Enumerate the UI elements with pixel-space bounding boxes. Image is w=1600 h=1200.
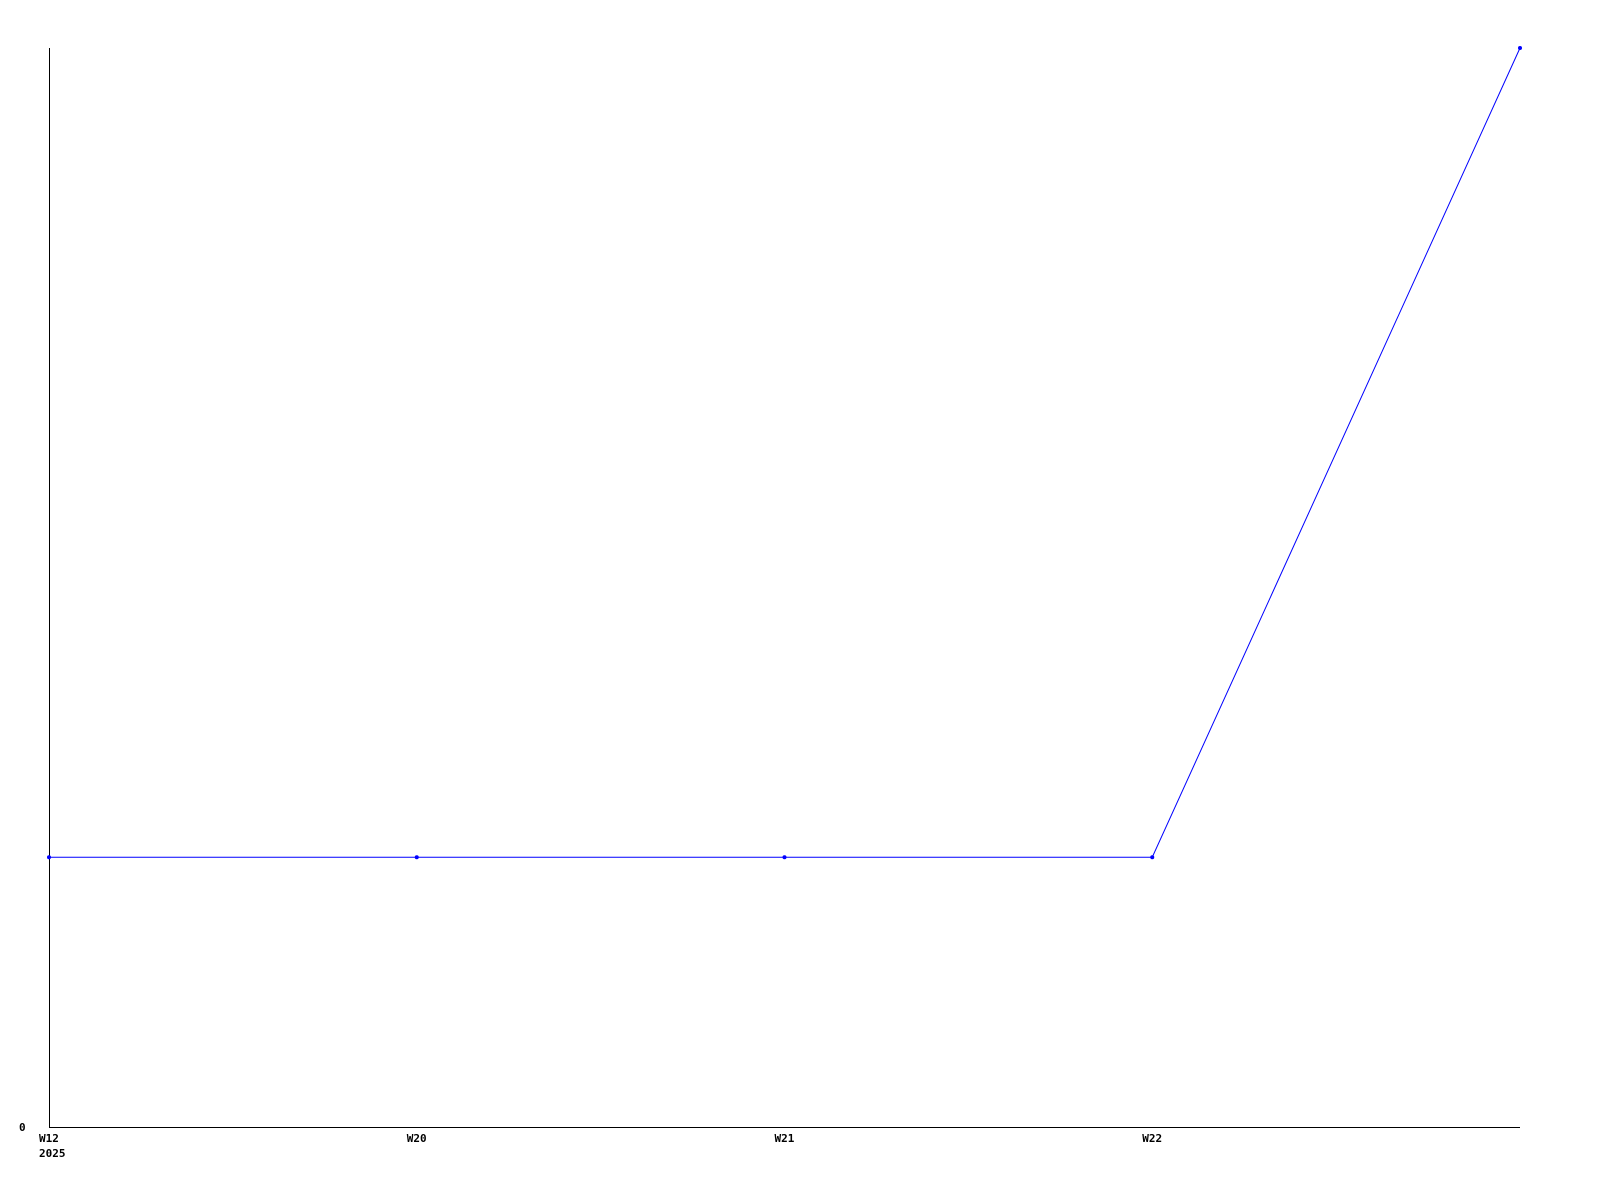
x-tick-label: W12 (39, 1132, 59, 1145)
series-line (49, 47, 1521, 858)
x-tick-label: W21 (775, 1132, 795, 1145)
data-point (1150, 855, 1155, 860)
y-tick-label: 0 (19, 1121, 26, 1134)
data-point (47, 855, 51, 860)
data-point (414, 855, 419, 860)
data-point (782, 855, 787, 860)
x-tick-label: W20 (407, 1132, 427, 1145)
data-point (1518, 46, 1522, 50)
x-tick-label: W22 (1142, 1132, 1162, 1145)
x-tick-sublabel: 2025 (39, 1147, 66, 1160)
